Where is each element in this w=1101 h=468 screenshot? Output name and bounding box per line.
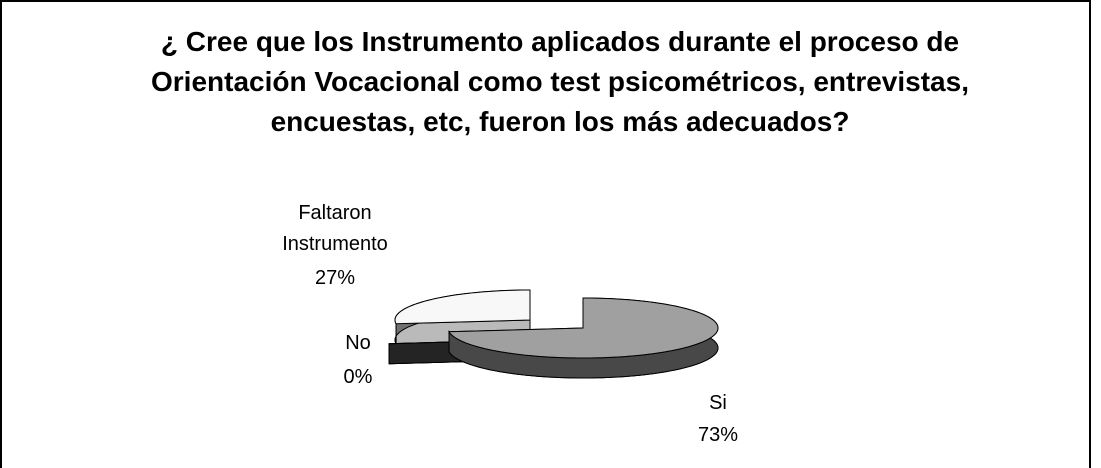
value-label: 73% bbox=[697, 424, 739, 446]
slice-label: No bbox=[345, 332, 371, 354]
value-label: 27% bbox=[314, 267, 356, 289]
value-label: 0% bbox=[343, 366, 373, 388]
slice-top bbox=[394, 289, 531, 325]
slice-label: Faltaron Instrumento bbox=[282, 202, 388, 255]
chart-title: ¿ Cree que los Instrumento aplicados dur… bbox=[151, 26, 969, 137]
slice-top bbox=[448, 297, 719, 359]
pie-slice bbox=[448, 297, 719, 379]
slice-label: Si bbox=[709, 392, 727, 414]
